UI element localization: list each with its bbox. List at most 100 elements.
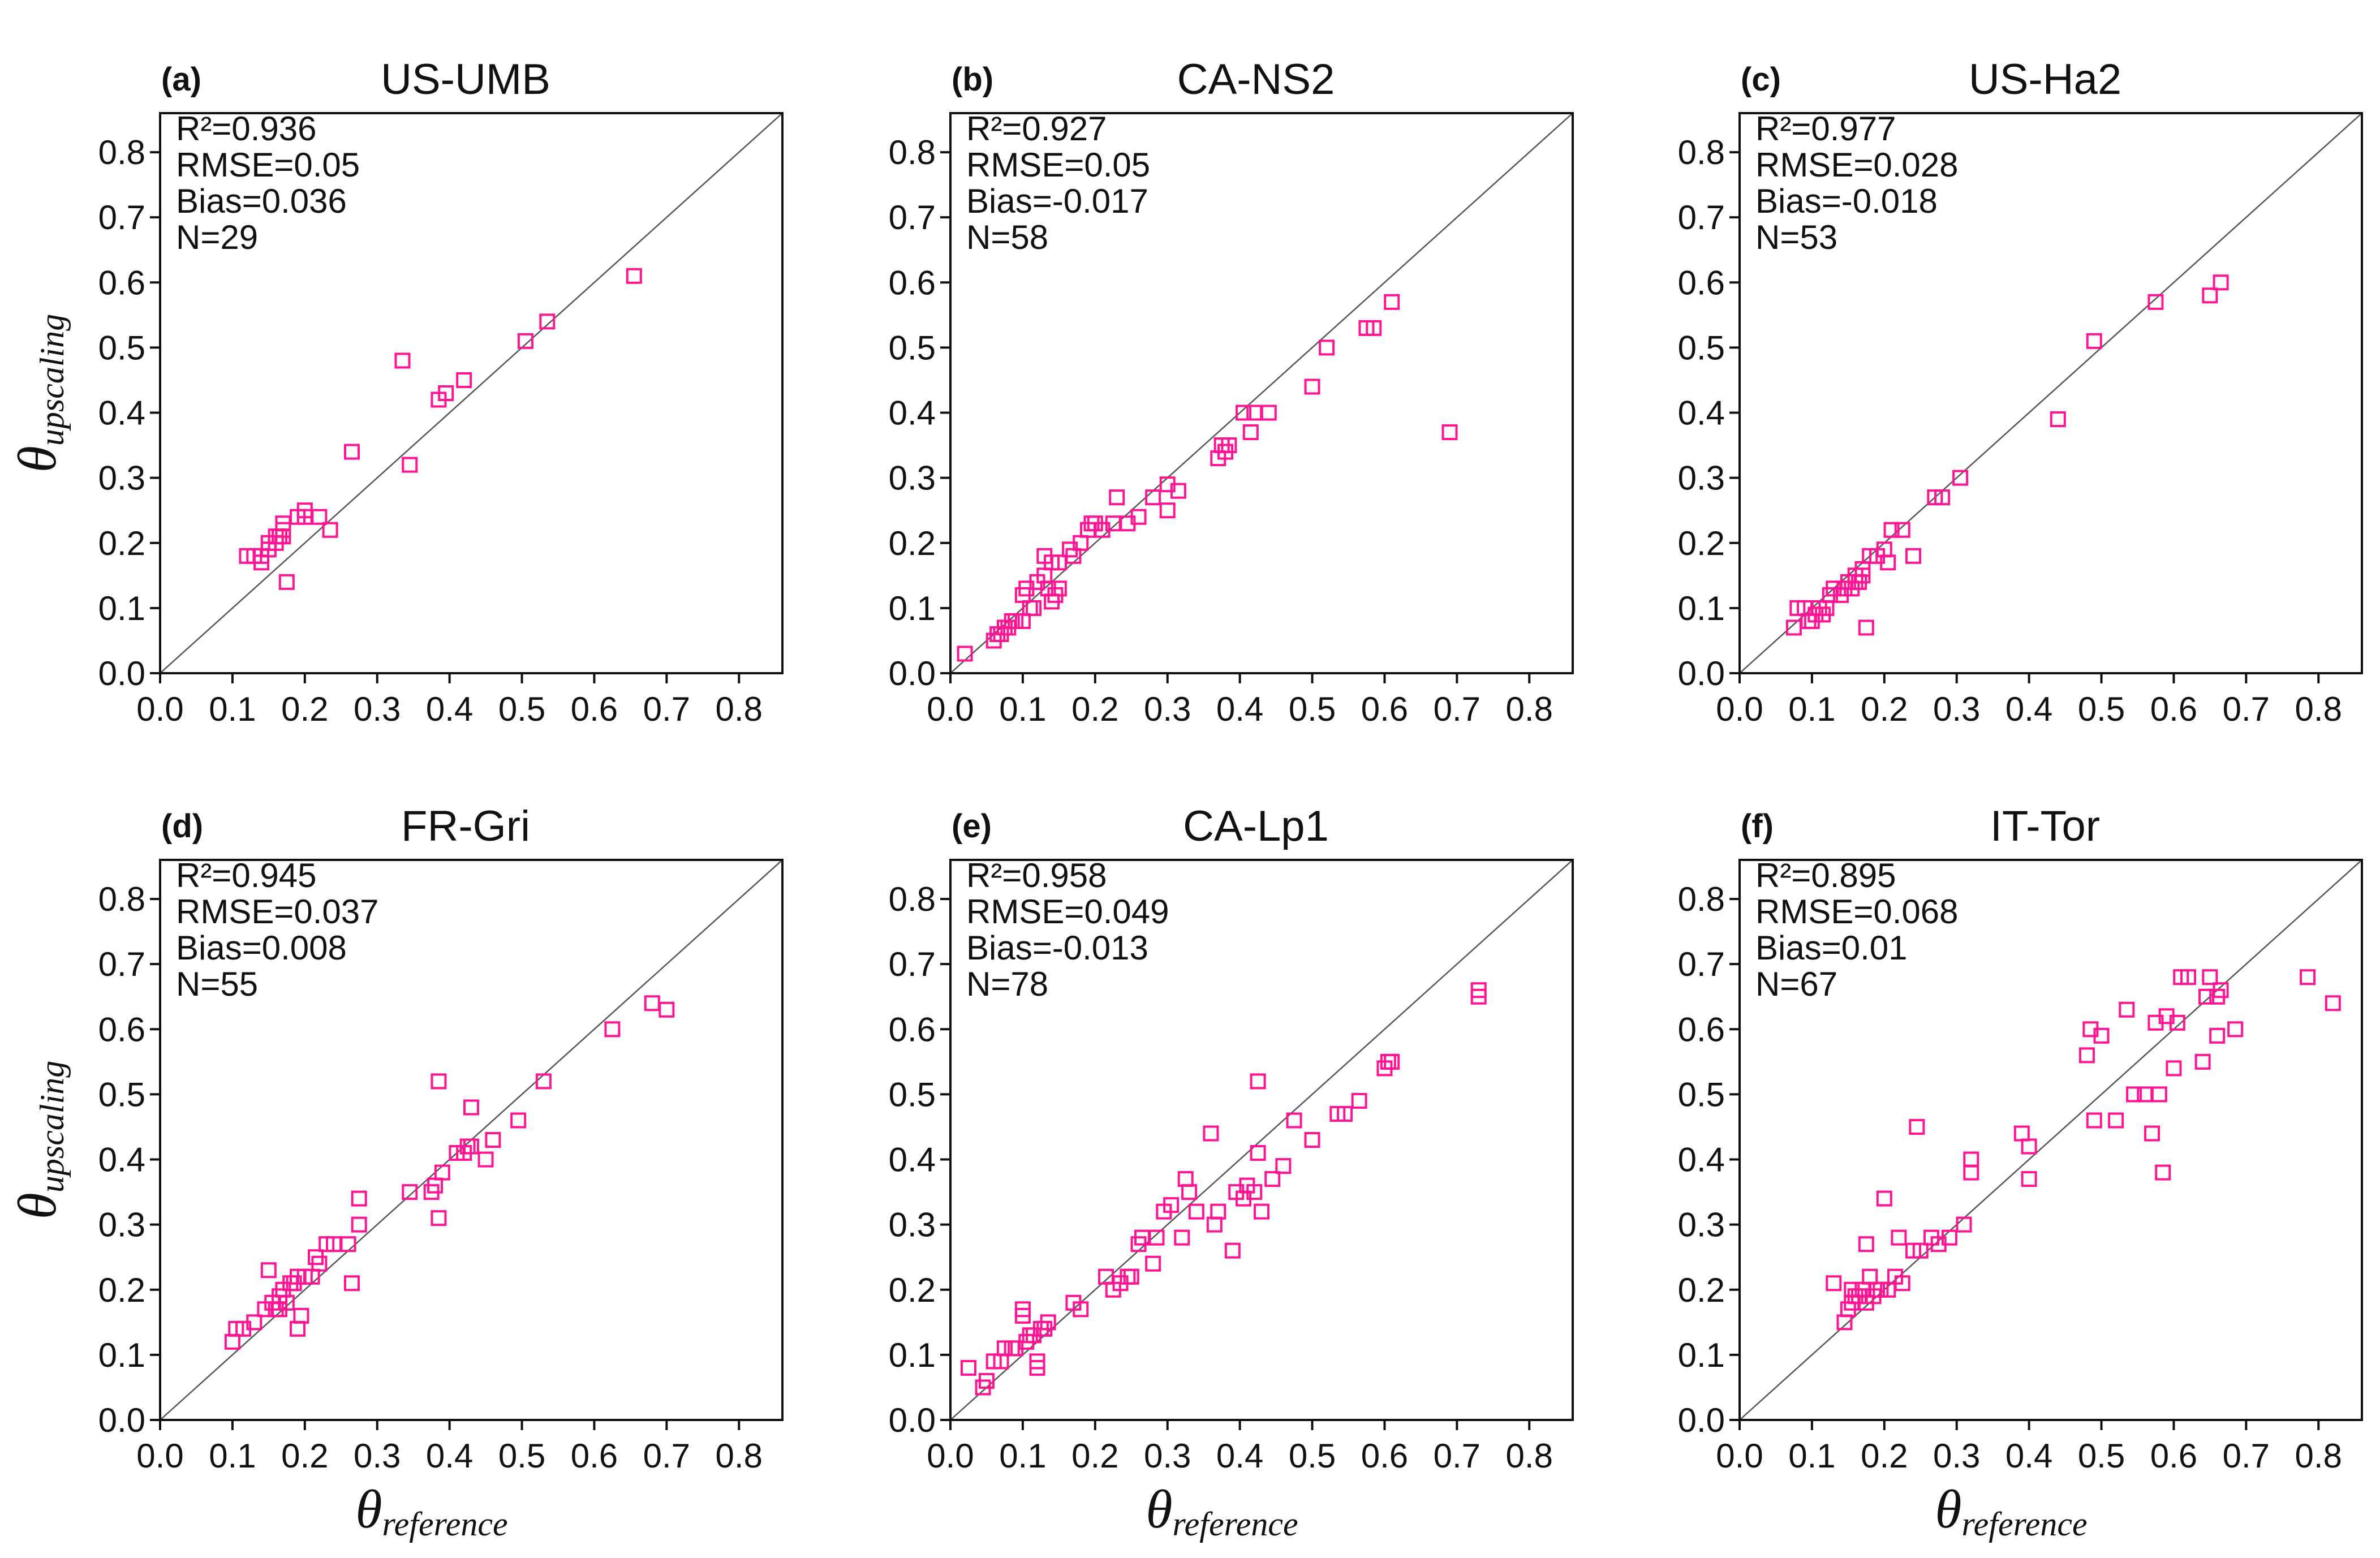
data-point [535,1073,552,1090]
y-tick-label: 0.3 [889,459,936,497]
y-tick-label: 0.1 [889,589,936,627]
data-point [1826,1275,1842,1292]
data-point [2086,1112,2102,1129]
stat-n: N=58 [966,218,1048,256]
panel-title: CA-Lp1 [1183,802,1329,850]
y-tick-label: 0.1 [889,1336,936,1374]
y-tick-label: 0.2 [889,1271,936,1309]
x-tick-label: 0.0 [1716,1437,1763,1475]
x-tick-label: 0.5 [1289,690,1336,728]
data-point [2050,411,2066,428]
x-tick-label: 0.7 [2223,1437,2270,1475]
data-point [2147,294,2164,310]
data-point [1351,1092,1367,1109]
data-point [1836,1314,1853,1331]
x-tick-label: 0.7 [2223,690,2270,728]
identity-line [1739,113,2362,674]
identity-line [160,113,783,674]
data-point [1952,470,1969,486]
y-tick-label: 0.8 [889,134,936,171]
data-point [1286,1112,1302,1129]
y-tick-label: 0.7 [1678,945,1725,983]
data-point [431,1073,447,1090]
y-tick-label: 0.4 [889,1141,936,1179]
x-axis-label-symbol: θ [355,1479,382,1539]
x-axis-label-symbol: θ [1935,1479,1961,1539]
x-tick-label: 0.8 [1506,690,1553,728]
stat-bias: Bias=0.01 [1755,929,1908,967]
y-tick-label: 0.6 [889,1010,936,1048]
stat-bias: Bias=-0.017 [966,182,1148,220]
data-point [2213,982,2229,999]
x-tick-label: 0.1 [209,1437,256,1475]
x-tick-label: 0.1 [1788,1437,1835,1475]
data-point [1250,1145,1266,1161]
x-tick-label: 0.2 [1861,690,1908,728]
y-axis-label-subscript: upscaling [33,314,71,446]
panel-f: 0.0 0.1 0.2 0.3 0.4 0.5 0.6 0.7 0.8 0.0 0.1 0.2 0.3 0… [1678,802,2363,1543]
stat-bias: Bias=-0.013 [966,929,1148,967]
y-tick-label: 0.4 [98,1141,145,1179]
x-tick-label: 0.3 [1933,1437,1980,1475]
data-point [1203,1125,1219,1142]
data-point [351,1216,367,1233]
y-tick-label: 0.0 [98,1401,145,1439]
plot-frame [159,859,784,1421]
data-point [485,1132,501,1148]
y-tick-label: 0.2 [98,524,145,562]
y-tick-label: 0.4 [889,394,936,432]
x-tick-label: 0.2 [281,1437,328,1475]
data-point [2021,1171,2037,1187]
data-point [2126,1086,2142,1103]
data-point [1880,554,1896,571]
data-point [1210,1203,1226,1220]
y-axis-label: θupscaling [7,1061,71,1219]
x-tick-label: 0.2 [1861,1437,1908,1475]
y-tick-label: 0.4 [1678,394,1725,432]
data-point [1963,1151,1979,1168]
y-tick-label: 0.0 [889,1401,936,1439]
panel-d: 0.0 0.1 0.2 0.3 0.4 0.5 0.6 0.7 0.8 0.0 0.1 0.2 0.3 0… [7,802,784,1543]
y-tick-label: 0.1 [1678,589,1725,627]
y-tick-label: 0.5 [889,1075,936,1113]
data-point [1785,619,1802,636]
y-axis-label-subscript: upscaling [33,1061,71,1193]
x-tick-label: 0.3 [1144,1437,1191,1475]
data-point [438,385,454,401]
plot-frame [1738,112,2363,674]
x-axis-label: θreference [1935,1479,2087,1543]
data-point [1206,1216,1223,1233]
data-point [2325,995,2341,1012]
data-point [278,1294,295,1311]
y-tick-label: 0.5 [1678,329,1725,367]
y-tick-label: 0.6 [98,264,145,302]
x-axis-label-subscript: reference [1173,1505,1298,1543]
x-tick-label: 0.0 [927,1437,974,1475]
data-point [2144,1125,2160,1142]
x-tick-label: 0.8 [2295,1437,2342,1475]
data-point [2202,287,2218,304]
panel-title: FR-Gri [401,802,530,850]
x-tick-label: 0.7 [1434,690,1480,728]
panel-title: US-Ha2 [1969,55,2121,104]
plot-frame [949,859,1574,1421]
stat-n: N=78 [966,965,1048,1003]
x-tick-label: 0.6 [571,1437,618,1475]
y-tick-label: 0.7 [889,945,936,983]
stat-n: N=55 [176,965,258,1003]
stat-r2: R²=0.977 [1755,110,1896,148]
data-point [1014,1307,1031,1324]
data-point [2227,1021,2244,1038]
y-tick-label: 0.5 [98,1075,145,1113]
data-point [1254,1203,1269,1220]
data-point [1181,1184,1198,1200]
x-tick-label: 0.4 [1216,1437,1263,1475]
data-point [2155,1164,2171,1181]
x-tick-label: 0.5 [498,690,545,728]
x-axis-label-symbol: θ [1146,1479,1172,1539]
data-point [1319,339,1335,356]
y-tick-label: 0.8 [1678,134,1725,171]
data-point [1905,548,1921,564]
y-tick-label: 0.8 [1678,880,1725,918]
x-tick-label: 0.7 [1434,1437,1480,1475]
